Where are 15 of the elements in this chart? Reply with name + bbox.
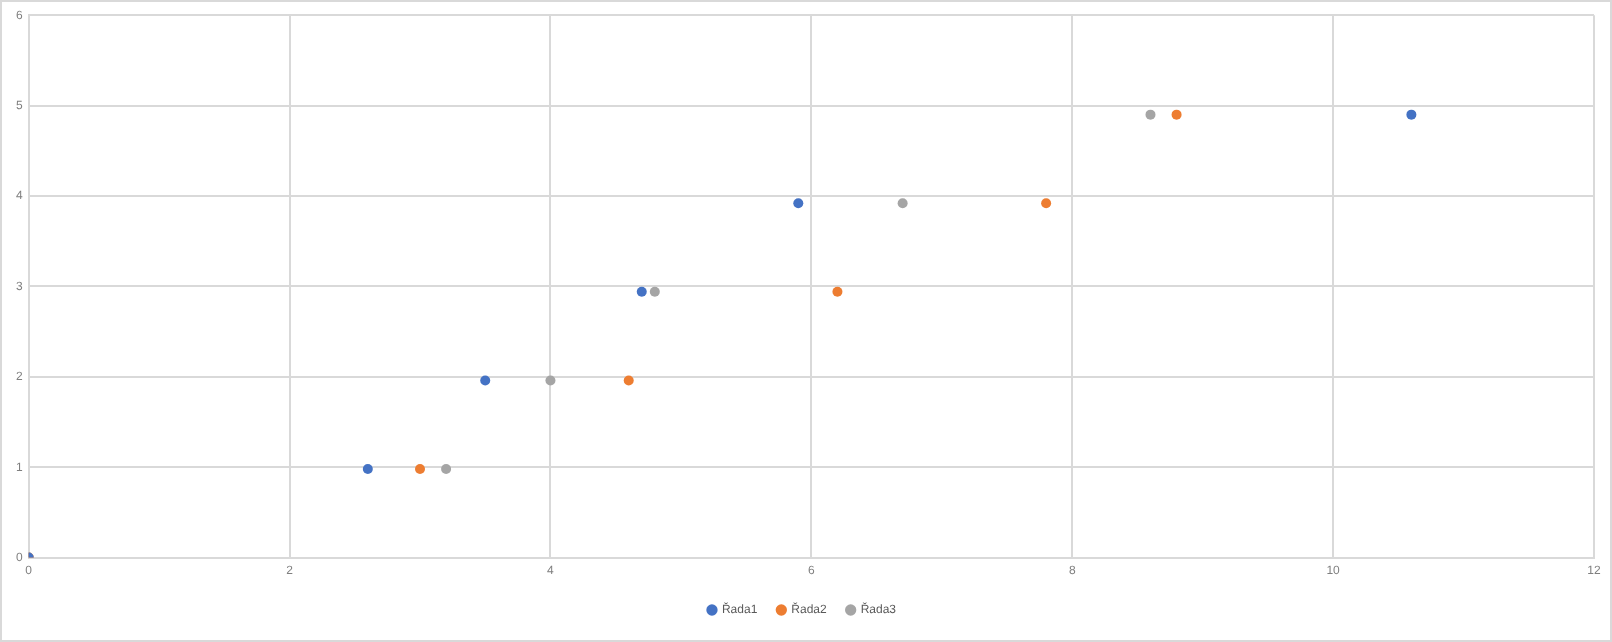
point [649, 286, 660, 297]
point [897, 198, 908, 209]
point [1406, 109, 1417, 120]
point [793, 198, 804, 209]
point [480, 375, 491, 386]
point [362, 464, 373, 475]
point [441, 464, 452, 475]
point [1171, 109, 1182, 120]
point [832, 286, 843, 297]
point [1145, 109, 1156, 120]
point [1041, 198, 1052, 209]
point [636, 286, 647, 297]
point [623, 375, 634, 386]
point [545, 375, 556, 386]
point [415, 464, 426, 475]
